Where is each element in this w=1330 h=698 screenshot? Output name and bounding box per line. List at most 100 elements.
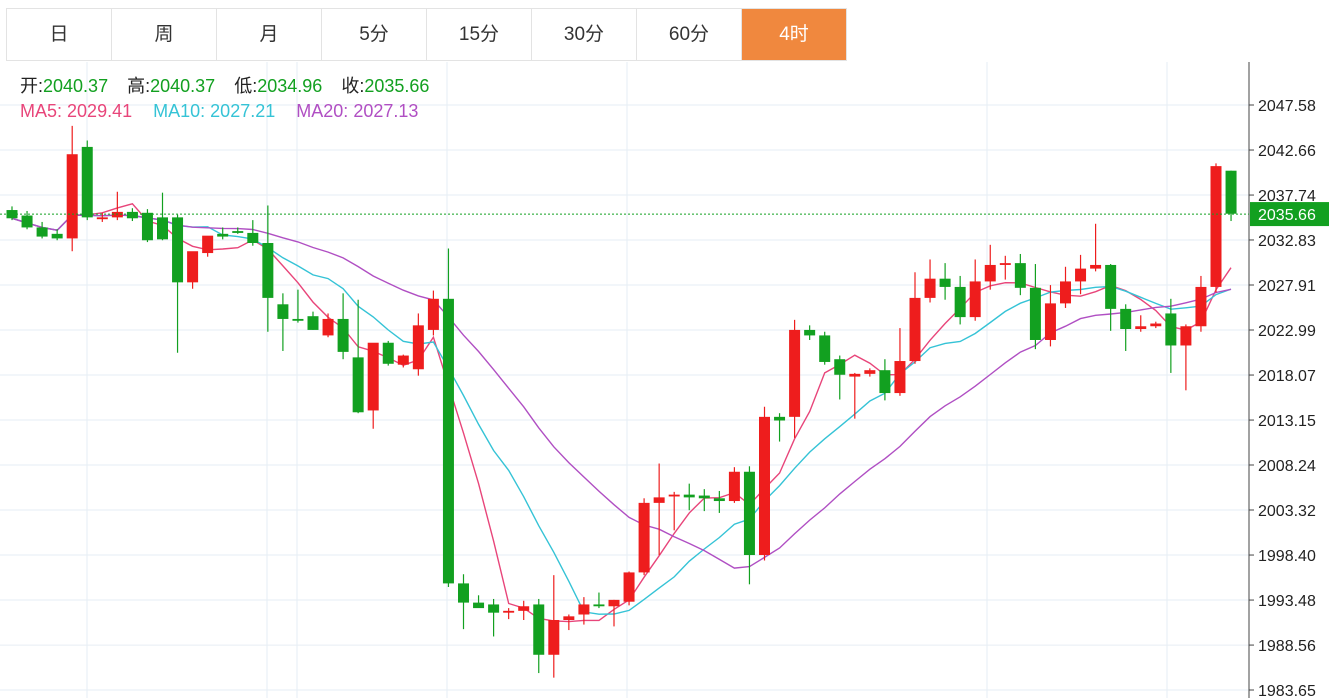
candle <box>247 220 259 246</box>
candle-body <box>789 329 801 417</box>
tab-5min[interactable]: 5分 <box>322 9 427 60</box>
candle <box>442 248 454 588</box>
candle <box>924 259 936 303</box>
candle <box>36 221 48 239</box>
candle-body <box>894 361 906 394</box>
ohlc-row: 开:2040.37 高:2040.37 低:2034.96 收:2035.66 <box>20 74 443 99</box>
axis-tick-label: 1988.56 <box>1258 638 1316 655</box>
axis-tick-label: 2037.74 <box>1258 188 1316 205</box>
candle <box>713 490 725 513</box>
candle <box>698 489 710 512</box>
candle <box>172 214 184 353</box>
candle <box>307 311 319 330</box>
candle <box>262 205 274 332</box>
candle-body <box>141 212 153 241</box>
candle-body <box>232 231 244 233</box>
period-tabs: 日 周 月 5分 15分 30分 60分 4时 <box>6 8 847 61</box>
candle <box>1150 321 1162 329</box>
candle-body <box>473 602 485 609</box>
candle-body <box>96 217 108 220</box>
candle <box>759 406 770 561</box>
candle-body <box>774 416 786 421</box>
candle <box>984 244 996 290</box>
candle <box>382 340 394 366</box>
candle-body <box>367 342 379 411</box>
axis-tick-label: 1993.48 <box>1258 593 1316 610</box>
tab-60min[interactable]: 60分 <box>637 9 742 60</box>
tab-week[interactable]: 周 <box>112 9 217 60</box>
axis-tick-label: 2027.91 <box>1258 278 1316 295</box>
candle <box>1120 304 1132 351</box>
price-axis: 2047.58 2042.66 2037.74 2032.83 2027.91 2022.… <box>1249 98 1316 698</box>
candle <box>473 595 485 609</box>
candle-body <box>623 572 635 602</box>
candle-body <box>1120 308 1132 330</box>
candle-body <box>533 604 545 655</box>
candle-body <box>999 263 1011 265</box>
candle <box>277 293 289 351</box>
candle <box>608 599 620 627</box>
candle <box>1075 254 1087 295</box>
tab-day[interactable]: 日 <box>7 9 112 60</box>
candle-body <box>804 329 816 336</box>
candle-body <box>111 211 123 218</box>
candle-body <box>21 215 33 228</box>
candle <box>1090 223 1102 272</box>
candle <box>563 614 575 631</box>
axis-tick-label: 2032.83 <box>1258 233 1316 250</box>
candle <box>668 491 680 531</box>
candle-body <box>262 242 274 298</box>
candle-body <box>668 494 680 497</box>
axis-tick-label: 2003.32 <box>1258 503 1316 520</box>
candle <box>1029 264 1041 350</box>
candle-body <box>126 211 138 219</box>
tab-4hour[interactable]: 4时 <box>742 9 847 60</box>
candle-body <box>939 278 951 287</box>
candle-body <box>36 227 48 237</box>
candle-body <box>488 604 500 613</box>
ma-row: MA5: 2029.41 MA10: 2027.21 MA20: 2027.13 <box>20 99 443 124</box>
candle-body <box>1075 268 1087 282</box>
candle-body <box>1105 264 1117 309</box>
candle <box>533 598 545 674</box>
high-value: 2040.37 <box>150 76 216 96</box>
candle-body <box>217 233 229 237</box>
candle-body <box>1195 286 1207 327</box>
candle-body <box>322 318 334 336</box>
close-value: 2035.66 <box>364 76 430 96</box>
candle <box>653 463 665 556</box>
candle-body <box>187 251 199 283</box>
low-label: 低: <box>234 76 258 96</box>
candle-body <box>292 318 304 321</box>
candle-body <box>503 610 515 613</box>
candle <box>322 313 334 338</box>
candle-body <box>849 373 861 377</box>
candle <box>819 331 831 365</box>
candle <box>458 574 469 630</box>
candle <box>488 598 500 637</box>
current-price-tag <box>1250 202 1329 227</box>
candle-body <box>1210 166 1222 287</box>
tab-30min[interactable]: 30分 <box>532 9 637 60</box>
candle-body <box>1060 281 1071 304</box>
candle <box>518 600 530 620</box>
candle-body <box>51 233 63 239</box>
candle-body <box>1029 287 1041 340</box>
candle <box>66 125 78 252</box>
candle <box>623 571 635 606</box>
candle <box>743 466 755 585</box>
candle <box>864 368 876 377</box>
candle <box>683 483 695 511</box>
ma10-value: 2027.21 <box>210 101 276 121</box>
ma5-label: MA5: <box>20 101 63 121</box>
candle <box>1044 285 1056 347</box>
candle <box>894 328 906 396</box>
ma20-line <box>11 214 1232 569</box>
candle <box>352 299 364 414</box>
candle <box>999 255 1011 280</box>
candle-body <box>1014 263 1026 288</box>
candle <box>202 235 214 257</box>
candle-body <box>984 264 996 282</box>
tab-15min[interactable]: 15分 <box>427 9 532 60</box>
tab-month[interactable]: 月 <box>217 9 322 60</box>
